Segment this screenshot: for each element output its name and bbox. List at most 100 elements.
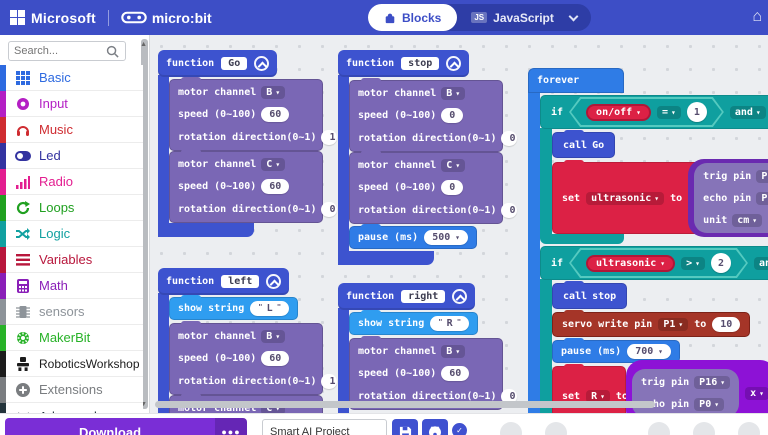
function-stop-wrapper[interactable]: [338, 75, 349, 265]
function-go-foot[interactable]: [158, 223, 254, 237]
function-name-field[interactable]: stop: [401, 57, 440, 70]
variable-dropdown[interactable]: R: [586, 389, 610, 403]
string-value[interactable]: R: [430, 316, 470, 331]
rotation-value[interactable]: 0: [501, 388, 518, 404]
block-workspace[interactable]: function Go motor channel B speed (0~100)…: [150, 35, 768, 413]
search-input[interactable]: [14, 45, 106, 57]
speed-value[interactable]: 60: [261, 179, 290, 195]
rotation-value[interactable]: 0: [501, 202, 518, 218]
pause-value[interactable]: 500: [424, 230, 468, 245]
if-wrapper[interactable]: [540, 279, 552, 413]
function-left-wrapper[interactable]: [158, 293, 169, 413]
speed-value[interactable]: 0: [441, 108, 464, 124]
project-name-input[interactable]: [262, 419, 387, 435]
pause-value[interactable]: 700: [627, 344, 671, 359]
javascript-tab[interactable]: JS JavaScript: [457, 11, 591, 25]
speed-value[interactable]: 60: [261, 351, 290, 367]
channel-dropdown[interactable]: B: [261, 329, 286, 343]
function-go-block[interactable]: function Go: [158, 50, 278, 77]
function-name-field[interactable]: right: [401, 290, 446, 303]
collapse-icon[interactable]: [266, 274, 282, 289]
motor-block[interactable]: motor channel B speed (0~100) 0 rotation d…: [349, 78, 518, 152]
collapse-icon[interactable]: [452, 289, 468, 304]
set-ultrasonic-block[interactable]: set ultrasonic to trig pin P16 echo pin P0…: [552, 159, 768, 237]
forever-block[interactable]: forever: [528, 68, 624, 93]
sidebar-item-sensors[interactable]: sensors: [0, 299, 143, 325]
servo-value[interactable]: 10: [712, 317, 741, 332]
sidebar-item-makerbit[interactable]: MakerBit: [0, 325, 143, 351]
zoom-out-icon[interactable]: [648, 422, 670, 435]
redo-icon[interactable]: [545, 422, 567, 435]
operator-dropdown[interactable]: =: [657, 106, 681, 119]
channel-dropdown[interactable]: C: [261, 157, 286, 171]
comparison-value[interactable]: 1: [687, 102, 707, 122]
download-menu-button[interactable]: ●●●: [215, 418, 247, 435]
speed-value[interactable]: 60: [441, 366, 470, 382]
comparison-value[interactable]: 2: [711, 253, 731, 273]
sidebar-item-roboticsworkshop[interactable]: RoboticsWorkshop: [0, 351, 143, 377]
condition-hexagon[interactable]: ultrasonic > 2: [569, 248, 748, 278]
channel-dropdown[interactable]: B: [441, 86, 466, 100]
channel-dropdown[interactable]: C: [441, 158, 466, 172]
speed-value[interactable]: 0: [441, 180, 464, 196]
condition-hexagon[interactable]: on/off = 1: [569, 97, 724, 127]
download-button[interactable]: Download: [5, 418, 215, 435]
zoom-in-icon[interactable]: [693, 422, 715, 435]
rotation-value[interactable]: 0: [321, 201, 338, 217]
collapse-icon[interactable]: [254, 56, 270, 71]
sidebar-item-led[interactable]: Led: [0, 143, 143, 169]
canvas-horizontal-scrollbar[interactable]: [155, 401, 655, 408]
function-stop-block[interactable]: function stop: [338, 50, 470, 77]
function-stop-foot[interactable]: [338, 251, 434, 265]
home-icon[interactable]: ⌂: [752, 8, 762, 25]
channel-dropdown[interactable]: B: [441, 344, 466, 358]
unit-dropdown[interactable]: cm: [732, 213, 763, 227]
and-dropdown[interactable]: and: [753, 256, 768, 270]
sidebar-scrollbar[interactable]: [141, 39, 148, 409]
blocks-tab[interactable]: Blocks: [368, 4, 458, 31]
show-string-block[interactable]: show string L: [169, 295, 299, 320]
motor-block[interactable]: motor channel B speed (0~100) 60 rotation …: [169, 321, 338, 395]
channel-dropdown[interactable]: B: [261, 85, 286, 99]
sidebar-item-radio[interactable]: Radio: [0, 169, 143, 195]
variable-dropdown[interactable]: on/off: [586, 104, 651, 121]
github-button[interactable]: [422, 419, 448, 435]
operator-dropdown[interactable]: >: [681, 257, 705, 270]
sidebar-item-extensions[interactable]: Extensions: [0, 377, 143, 403]
function-right-wrapper[interactable]: [338, 308, 349, 413]
call-stop-block[interactable]: call stop: [552, 281, 628, 309]
chevron-down-icon[interactable]: [568, 11, 579, 21]
trig-pin-dropdown[interactable]: P16: [694, 375, 731, 389]
trig-pin-dropdown[interactable]: P16: [756, 169, 768, 183]
if-foot[interactable]: [540, 234, 624, 244]
function-name-field[interactable]: Go: [221, 57, 248, 70]
rotation-value[interactable]: 0: [501, 130, 518, 146]
if-block[interactable]: if on/off = 1 and: [540, 95, 768, 129]
motor-block[interactable]: motor channel C speed (0~100) 0 rotation d…: [349, 150, 518, 224]
function-go-wrapper[interactable]: [158, 75, 169, 237]
motor-block[interactable]: motor channel B speed (0~100) 60 rotation …: [349, 336, 518, 410]
fullscreen-icon[interactable]: [738, 422, 760, 435]
sidebar-item-logic[interactable]: Logic: [0, 221, 143, 247]
sidebar-item-advanced[interactable]: Advanced: [0, 403, 143, 413]
forever-wrapper[interactable]: [528, 92, 540, 413]
sidebar-item-math[interactable]: Math: [0, 273, 143, 299]
motor-block[interactable]: motor channel C speed (0~100) 60 rotation …: [169, 149, 338, 223]
function-right-block[interactable]: function right: [338, 283, 476, 310]
rotation-value[interactable]: 1: [321, 129, 338, 145]
pause-block[interactable]: pause (ms) 700: [552, 338, 680, 363]
multiply-wrapper[interactable]: trig pin P16 echo pin P0 x: [626, 360, 768, 413]
sidebar-item-basic[interactable]: Basic: [0, 65, 143, 91]
call-go-block[interactable]: call Go: [552, 130, 616, 158]
sidebar-item-loops[interactable]: Loops: [0, 195, 143, 221]
pin-dropdown[interactable]: P1: [658, 318, 689, 331]
rotation-value[interactable]: 1: [321, 373, 338, 389]
sync-status-icon[interactable]: ✓: [452, 423, 467, 435]
collapse-icon[interactable]: [446, 56, 462, 71]
and-dropdown[interactable]: and: [729, 105, 766, 119]
pause-block[interactable]: pause (ms) 500: [349, 224, 477, 249]
echo-pin-dropdown[interactable]: P0: [756, 191, 768, 205]
if-wrapper[interactable]: [540, 128, 552, 236]
sidebar-item-variables[interactable]: Variables: [0, 247, 143, 273]
